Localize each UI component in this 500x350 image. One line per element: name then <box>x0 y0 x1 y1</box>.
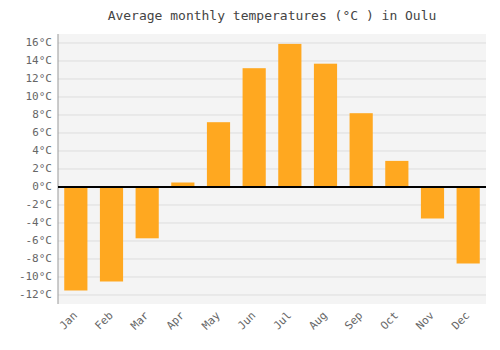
bar <box>243 68 266 187</box>
grid-line <box>58 187 486 188</box>
bar <box>457 187 480 264</box>
zero-line <box>58 186 486 188</box>
x-tick-label: Jul <box>271 309 294 332</box>
x-tick-label: Aug <box>306 309 329 332</box>
bar <box>314 64 337 187</box>
x-tick-label: Feb <box>92 309 115 332</box>
y-tick-label: -2°C <box>26 198 53 211</box>
bar <box>385 161 408 187</box>
bar <box>421 187 444 219</box>
grid-line <box>58 295 486 296</box>
x-tick-label: Sep <box>342 309 365 332</box>
grid <box>58 43 486 295</box>
y-ticks: -12°C -10°C -8°C -6°C -4°C -2°C 0°C 2°C 4°C 6°C 8°… <box>19 36 52 301</box>
y-tick-label: 14°C <box>26 54 53 67</box>
y-tick-label: 8°C <box>32 108 52 121</box>
y-tick-label: -6°C <box>26 234 53 247</box>
bars <box>64 44 480 291</box>
y-tick-label: 10°C <box>26 90 53 103</box>
x-ticks: Jan Feb Mar Apr May Jun Jul Aug Sep Oct Nov Dec <box>57 309 473 333</box>
plot-background <box>58 34 486 304</box>
y-tick-label: 12°C <box>26 72 53 85</box>
y-tick-label: 2°C <box>32 162 52 175</box>
grid-line <box>58 79 486 80</box>
grid-line <box>58 43 486 44</box>
y-tick-label: -4°C <box>26 216 53 229</box>
y-tick-label: -10°C <box>19 270 52 283</box>
x-tick-label: Jun <box>235 309 258 332</box>
y-tick-label: -12°C <box>19 288 52 301</box>
chart-container: -12°C -10°C -8°C -6°C -4°C -2°C 0°C 2°C 4°C 6°C 8°… <box>0 0 500 350</box>
y-tick-label: 0°C <box>32 180 52 193</box>
bar <box>207 122 230 187</box>
y-tick-label: 4°C <box>32 144 52 157</box>
bar <box>64 187 87 291</box>
x-tick-label: Mar <box>128 309 152 333</box>
bar <box>350 113 373 187</box>
grid-line <box>58 97 486 98</box>
x-tick-label: May <box>199 309 223 333</box>
grid-line <box>58 61 486 62</box>
bar <box>100 187 123 282</box>
chart: -12°C -10°C -8°C -6°C -4°C -2°C 0°C 2°C 4°C 6°C 8°… <box>0 0 500 350</box>
x-tick-label: Apr <box>164 309 188 333</box>
y-tick-label: 16°C <box>26 36 53 49</box>
grid-line <box>58 151 486 152</box>
x-tick-label: Oct <box>378 309 401 332</box>
grid-line <box>58 115 486 116</box>
grid-line <box>58 169 486 170</box>
y-axis-line <box>58 34 59 304</box>
x-tick-label: Jan <box>57 309 80 332</box>
y-tick-label: -8°C <box>26 252 53 265</box>
grid-line <box>58 133 486 134</box>
y-tick-label: 6°C <box>32 126 52 139</box>
bar <box>136 187 159 238</box>
x-tick-label: Dec <box>449 309 472 332</box>
title: Average monthly temperatures (°C ) in Ou… <box>108 8 437 23</box>
x-tick-label: Nov <box>413 309 437 333</box>
bar <box>278 44 301 187</box>
